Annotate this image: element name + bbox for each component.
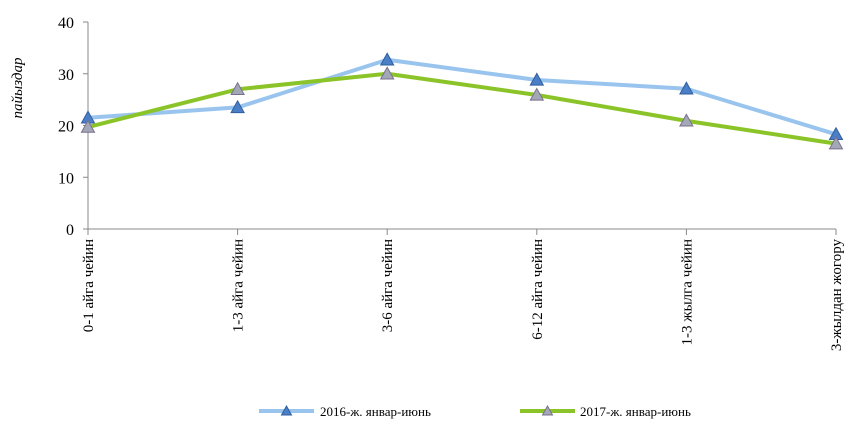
data-point-marker [379,66,395,80]
y-tick-label: 0 [66,222,74,239]
x-tick-label: 6-12 айга чейин [530,239,546,340]
data-point-marker [679,113,694,127]
legend-swatch-marker [541,404,554,416]
y-tick-label: 30 [58,67,74,84]
data-point-marker [230,99,245,114]
series-line-2 [86,71,838,146]
x-tick-label: 1-3 айга чейин [231,239,247,332]
y-tick-label: 20 [58,119,74,136]
series-line-1 [86,57,838,137]
y-tick-label: 10 [58,170,74,187]
y-axis-label: пайыздар [10,57,26,118]
series-layer [80,52,844,150]
data-point-marker [828,136,844,150]
x-tick-label: 0-1 айга чейин [81,239,97,332]
data-point-marker [529,87,545,101]
legend-label: 2016-ж. январ-июнь [320,404,431,419]
axes: 0 10 20 30 40 0-1 айга чейин 1-3 айга чейин 3-6… [58,15,845,351]
x-tick-label: 3-жылдан жогору [829,239,845,352]
data-point-marker [679,81,694,95]
y-tick-label: 40 [58,15,74,32]
data-point-marker [379,52,395,66]
data-point-marker [529,72,545,86]
x-tick-label: 3-6 айга чейин [380,239,396,332]
data-point-marker [80,119,96,133]
legend-swatch-marker [280,404,293,416]
legend-label: 2017-ж. январ-июнь [580,404,691,419]
data-point-marker [230,81,245,95]
legend: 2016-ж. январ-июнь 2017-ж. январ-июнь [259,404,691,419]
x-tick-label: 1-3 жылга чейин [679,239,695,346]
